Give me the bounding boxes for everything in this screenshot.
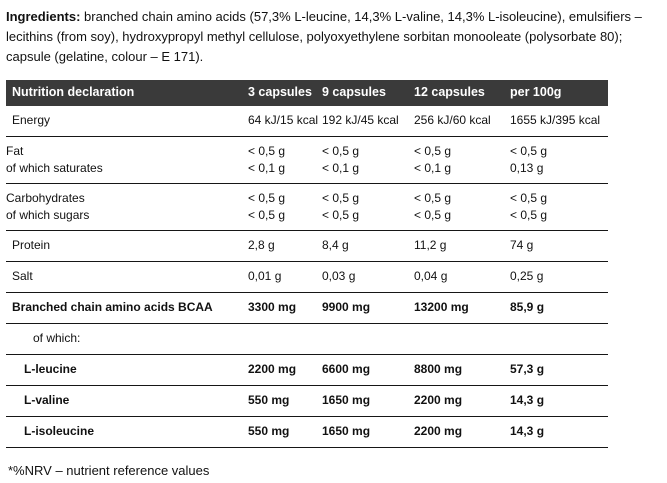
row-value: < 0,5 g [248,207,322,231]
row-label: Carbohydrates [6,191,85,205]
row-value: 57,3 g [510,354,608,386]
row-value: < 0,5 g [510,207,608,231]
row-value: 2200 mg [414,416,510,448]
row-value [248,323,322,355]
row-value: 0,03 g [322,261,414,293]
row-value: 2200 mg [414,385,510,417]
row-value: 13200 mg [414,292,510,324]
row-value: 85,9 g [510,292,608,324]
header-12-capsules: 12 capsules [414,80,510,106]
nutrition-header-row: Nutrition declaration 3 capsules 9 capsu… [6,80,608,106]
ingredients-label: Ingredients: [6,9,81,24]
row-value: 0,25 g [510,261,608,293]
row-value: < 0,5 g [248,144,286,158]
table-row-energy: Energy 64 kJ/15 kcal 192 kJ/45 kcal 256 … [6,106,608,137]
header-3-capsules: 3 capsules [248,80,322,106]
row-value: < 0,5 g [322,144,360,158]
row-value: < 0,1 g [414,160,510,184]
row-label: Energy [6,106,248,137]
row-value: < 0,5 g [510,144,548,158]
table-row-sugars: of which sugars < 0,5 g < 0,5 g < 0,5 g … [6,207,608,231]
row-value: 9900 mg [322,292,414,324]
row-value: 0,04 g [414,261,510,293]
row-label: Protein [6,230,248,262]
row-value [414,323,510,355]
row-value: 74 g [510,230,608,262]
row-value: 1650 mg [322,385,414,417]
table-row-carbohydrates: Carbohydrates < 0,5 g < 0,5 g < 0,5 g < … [6,184,608,208]
table-row-of-which: of which: [6,323,608,355]
row-value: 2200 mg [248,354,322,386]
row-value: < 0,1 g [248,160,322,184]
row-label: of which sugars [6,207,248,231]
row-value: 1655 kJ/395 kcal [510,106,608,137]
table-row-fat: Fat < 0,5 g < 0,5 g < 0,5 g < 0,5 g [6,137,608,161]
row-value: 550 mg [248,385,322,417]
row-value: < 0,5 g [510,191,548,205]
ingredients-body: branched chain amino acids (57,3% L-leuc… [6,9,642,64]
row-value: 11,2 g [414,230,510,262]
row-value: 8800 mg [414,354,510,386]
row-value: 550 mg [248,416,322,448]
table-row-l-valine: L-valine 550 mg 1650 mg 2200 mg 14,3 g [6,385,608,417]
row-value: 14,3 g [510,416,608,448]
row-value: 1650 mg [322,416,414,448]
row-value: < 0,5 g [248,191,286,205]
header-nutrition-declaration: Nutrition declaration [6,80,248,106]
table-row-l-leucine: L-leucine 2200 mg 6600 mg 8800 mg 57,3 g [6,354,608,386]
row-label: L-leucine [6,354,248,386]
row-value: 2,8 g [248,230,322,262]
row-value [322,323,414,355]
row-value: < 0,5 g [414,191,452,205]
row-value: 8,4 g [322,230,414,262]
row-value: 64 kJ/15 kcal [248,106,322,137]
row-value: 0,13 g [510,160,608,184]
row-label: Fat [6,144,24,158]
row-value: 3300 mg [248,292,322,324]
nutrition-declaration-table: Nutrition declaration 3 capsules 9 capsu… [6,80,608,448]
table-row-l-isoleucine: L-isoleucine 550 mg 1650 mg 2200 mg 14,3… [6,416,608,448]
nrv-footnote: *%NRV – nutrient reference values [8,463,210,478]
row-value: 256 kJ/60 kcal [414,106,510,137]
row-value: 192 kJ/45 kcal [322,106,414,137]
table-row-protein: Protein 2,8 g 8,4 g 11,2 g 74 g [6,230,608,262]
row-value [510,323,608,355]
row-label: L-valine [6,385,248,417]
header-9-capsules: 9 capsules [322,80,414,106]
row-label: Salt [6,261,248,293]
row-value: 14,3 g [510,385,608,417]
row-value: 6600 mg [322,354,414,386]
row-label: of which saturates [6,160,248,184]
row-label: L-isoleucine [6,416,248,448]
ingredients-text: Ingredients: branched chain amino acids … [6,7,661,67]
table-row-saturates: of which saturates < 0,1 g < 0,1 g < 0,1… [6,160,608,184]
row-value: < 0,1 g [322,160,414,184]
table-row-salt: Salt 0,01 g 0,03 g 0,04 g 0,25 g [6,261,608,293]
header-per-100g: per 100g [510,80,608,106]
row-label: Branched chain amino acids BCAA [6,292,248,324]
row-value: < 0,5 g [322,207,414,231]
row-value: < 0,5 g [322,191,360,205]
row-value: < 0,5 g [414,144,452,158]
row-label: of which: [6,323,248,355]
row-value: < 0,5 g [414,207,510,231]
row-value: 0,01 g [248,261,322,293]
table-row-bcaa: Branched chain amino acids BCAA 3300 mg … [6,292,608,324]
